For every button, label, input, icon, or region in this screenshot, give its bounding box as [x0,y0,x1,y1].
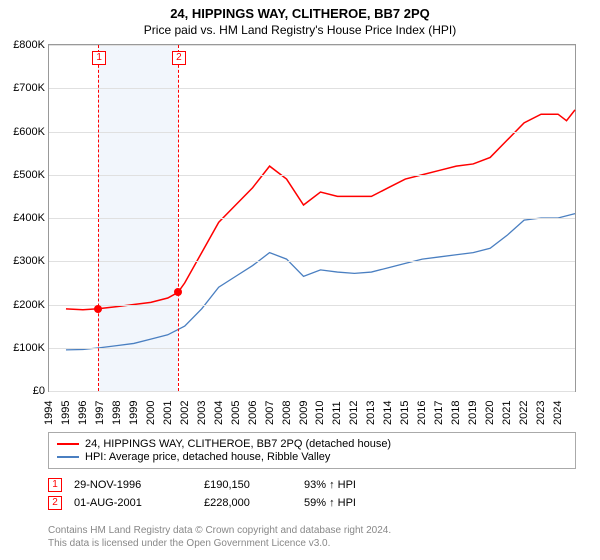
event-row: 1 29-NOV-1996£190,15093% ↑ HPI [48,478,576,492]
event-badge: 1 [48,478,62,492]
events-table: 1 29-NOV-1996£190,15093% ↑ HPI 2 01-AUG-200… [48,474,576,514]
sale-marker-badge: 2 [172,51,186,65]
x-axis-label: 1994 [43,401,55,425]
x-axis-label: 2016 [416,401,428,425]
x-axis-label: 2024 [552,401,564,425]
legend-swatch [57,443,79,445]
legend-swatch [57,456,79,458]
chart-subtitle: Price paid vs. HM Land Registry's House … [0,21,600,37]
sale-marker-line [178,45,179,391]
x-axis-label: 1996 [77,401,89,425]
series-line [66,214,575,350]
sale-marker-line [98,45,99,391]
y-axis-label: £400K [13,212,45,224]
x-axis-label: 2017 [433,401,445,425]
legend-box: 24, HIPPINGS WAY, CLITHEROE, BB7 2PQ (de… [48,432,576,469]
x-axis-label: 2021 [501,401,513,425]
y-axis-label: £700K [13,82,45,94]
event-date: 01-AUG-2001 [74,497,204,509]
x-axis-label: 2001 [162,401,174,425]
legend-label: 24, HIPPINGS WAY, CLITHEROE, BB7 2PQ (de… [85,438,391,450]
x-axis-label: 2012 [348,401,360,425]
x-axis-label: 1998 [111,401,123,425]
x-axis-label: 2013 [365,401,377,425]
gridline [49,132,575,133]
legend-item: 24, HIPPINGS WAY, CLITHEROE, BB7 2PQ (de… [57,438,567,450]
y-axis-label: £500K [13,169,45,181]
x-axis-label: 2018 [450,401,462,425]
y-axis-label: £200K [13,299,45,311]
x-axis-label: 2022 [518,401,530,425]
x-axis-label: 2000 [145,401,157,425]
x-axis-label: 2011 [331,401,343,425]
event-pct: 93% ↑ HPI [304,479,404,491]
gridline [49,175,575,176]
gridline [49,261,575,262]
x-axis-label: 2020 [484,401,496,425]
gridline [49,305,575,306]
sale-point [94,305,102,313]
x-axis-label: 2015 [399,401,411,425]
chart-title: 24, HIPPINGS WAY, CLITHEROE, BB7 2PQ [0,0,600,21]
x-axis-label: 2019 [467,401,479,425]
gridline [49,45,575,46]
y-axis-label: £600K [13,126,45,138]
x-axis-label: 2023 [535,401,547,425]
event-price: £190,150 [204,479,304,491]
sale-point [174,288,182,296]
x-axis-label: 2004 [213,401,225,425]
x-axis-label: 1995 [60,401,72,425]
x-axis-label: 2010 [314,401,326,425]
event-pct: 59% ↑ HPI [304,497,404,509]
x-axis-label: 2007 [264,401,276,425]
event-badge: 2 [48,496,62,510]
x-axis-label: 2005 [230,401,242,425]
gridline [49,348,575,349]
y-axis-label: £0 [33,385,45,397]
footer-attribution: Contains HM Land Registry data © Crown c… [48,524,576,550]
plot-area: £0£100K£200K£300K£400K£500K£600K£700K£80… [48,44,576,392]
sale-marker-badge: 1 [92,51,106,65]
footer-line: This data is licensed under the Open Gov… [48,537,576,550]
chart-container: 24, HIPPINGS WAY, CLITHEROE, BB7 2PQ Pri… [0,0,600,560]
x-axis-label: 2003 [196,401,208,425]
x-axis-label: 2014 [382,401,394,425]
series-line [66,110,575,310]
legend-item: HPI: Average price, detached house, Ribb… [57,451,567,463]
y-axis-label: £100K [13,342,45,354]
x-axis-label: 2002 [179,401,191,425]
event-date: 29-NOV-1996 [74,479,204,491]
x-axis-label: 1997 [94,401,106,425]
x-axis-label: 2008 [281,401,293,425]
event-price: £228,000 [204,497,304,509]
y-axis-label: £800K [13,39,45,51]
x-axis-label: 1999 [128,401,140,425]
event-row: 2 01-AUG-2001£228,00059% ↑ HPI [48,496,576,510]
x-axis-label: 2006 [247,401,259,425]
gridline [49,218,575,219]
legend-label: HPI: Average price, detached house, Ribb… [85,451,330,463]
gridline [49,391,575,392]
footer-line: Contains HM Land Registry data © Crown c… [48,524,576,537]
x-axis-label: 2009 [298,401,310,425]
y-axis-label: £300K [13,255,45,267]
gridline [49,88,575,89]
